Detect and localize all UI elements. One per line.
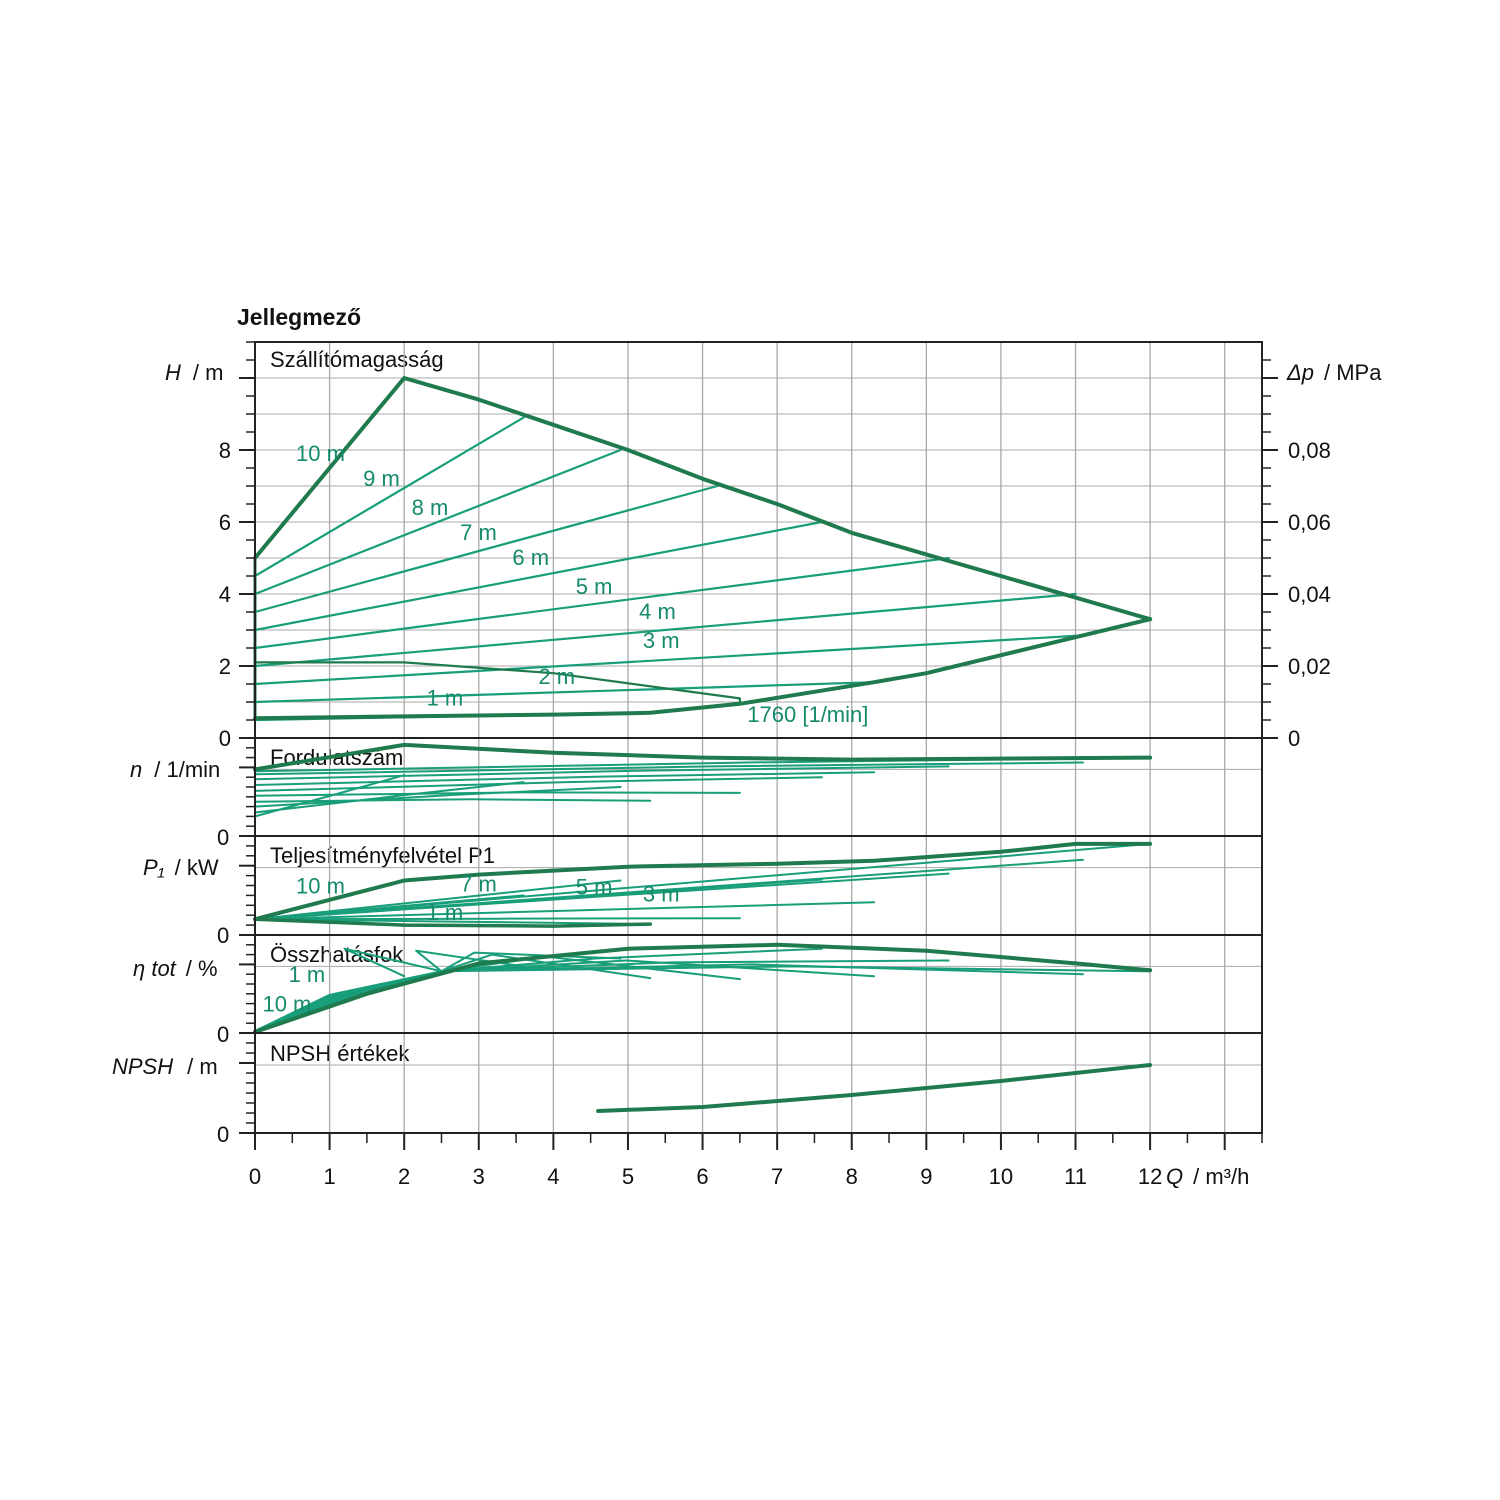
x-tick-label: 0 bbox=[249, 1164, 261, 1189]
chart-title: Jellegmező bbox=[237, 304, 361, 330]
head-curve-label: 2 m bbox=[538, 664, 575, 689]
curve-labels: 10 m 9 m 8 m 7 m 6 m 5 m 4 m 3 m 2 m 1 m 1760 [1/m… bbox=[262, 441, 868, 1017]
head-curve-label: 3 m bbox=[643, 628, 680, 653]
efficiency-curve-label: 1 m bbox=[289, 962, 326, 987]
speed-line bbox=[254, 776, 823, 792]
head-line bbox=[253, 556, 950, 650]
curves bbox=[253, 376, 1153, 1113]
speed-curve bbox=[253, 661, 741, 705]
speed-line bbox=[254, 798, 652, 803]
speed-line bbox=[254, 774, 406, 818]
power-line bbox=[254, 908, 406, 921]
efficiency-envelope bbox=[253, 942, 1153, 1034]
npsh-panel-title: NPSH értékek bbox=[270, 1041, 410, 1066]
x-tick-label: 8 bbox=[846, 1164, 858, 1189]
x-tick-label: 5 bbox=[622, 1164, 634, 1189]
right-tick-label: 0,08 bbox=[1288, 438, 1331, 463]
right-tick-label: 0,06 bbox=[1288, 510, 1331, 535]
x-tick-label: 11 bbox=[1064, 1164, 1087, 1189]
x-tick-label: 4 bbox=[547, 1164, 559, 1189]
npsh-zero-label: 0 bbox=[217, 1122, 229, 1147]
speed-line bbox=[254, 761, 1084, 776]
power-axis-label: P₁ / kW bbox=[143, 855, 219, 880]
speed-zero-label: 0 bbox=[217, 825, 229, 850]
head-panel-title: Szállítómagasság bbox=[270, 347, 444, 372]
power-zero-label: 0 bbox=[217, 923, 229, 948]
x-tick-label: 9 bbox=[920, 1164, 932, 1189]
head-curve-label: 5 m bbox=[576, 574, 613, 599]
efficiency-line bbox=[254, 947, 443, 1032]
right-tick-label: 0 bbox=[1288, 726, 1300, 751]
y-tick-label: 8 bbox=[219, 438, 231, 463]
head-curve-label: 1 m bbox=[427, 686, 464, 711]
head-axis-label: H / m bbox=[165, 360, 223, 385]
head-line bbox=[253, 484, 719, 614]
right-tick-label: 0,04 bbox=[1288, 582, 1331, 607]
head-curve-label: 8 m bbox=[412, 495, 449, 520]
head-curve-label: 6 m bbox=[512, 545, 549, 570]
speed-axis-label: n/ 1/min bbox=[130, 757, 220, 782]
power-envelope bbox=[253, 841, 1153, 922]
x-axis-label: Q / m³/h bbox=[1166, 1164, 1249, 1189]
head-curve-label: 10 m bbox=[296, 441, 345, 466]
y-tick-label: 4 bbox=[219, 582, 231, 607]
x-tick-label: 7 bbox=[771, 1164, 783, 1189]
power-line bbox=[254, 918, 652, 926]
efficiency-panel-title: Összhatásfok bbox=[270, 942, 404, 967]
power-envelope-min bbox=[253, 917, 653, 928]
speed-line bbox=[254, 786, 622, 808]
head-curve-label: 9 m bbox=[363, 466, 400, 491]
head-line bbox=[253, 520, 823, 632]
efficiency-axis-label: η tot / % bbox=[133, 956, 218, 981]
head-curve-label: 1760 [1/min] bbox=[747, 702, 868, 727]
power-curve-label: 10 m bbox=[296, 873, 345, 898]
x-tick-label: 2 bbox=[398, 1164, 410, 1189]
power-curve-label: 1 m bbox=[427, 900, 464, 925]
head-line bbox=[253, 592, 1077, 668]
y-tick-label: 6 bbox=[219, 510, 231, 535]
pressure-axis-label: Δp / MPa bbox=[1286, 360, 1382, 385]
head-curve-label: 4 m bbox=[639, 599, 676, 624]
efficiency-curve-label: 10 m bbox=[262, 991, 311, 1016]
power-panel-title: Teljesítményfelvétel P1 bbox=[270, 843, 495, 868]
npsh-axis-label: NPSH / m bbox=[112, 1054, 218, 1079]
head-line bbox=[253, 416, 525, 578]
speed-line bbox=[254, 781, 525, 814]
speed-envelope bbox=[253, 742, 1153, 772]
head-curve-label: 7 m bbox=[460, 520, 497, 545]
power-line bbox=[254, 879, 622, 921]
x-tick-label: 3 bbox=[473, 1164, 485, 1189]
x-tick-label: 12 bbox=[1138, 1164, 1162, 1189]
power-line bbox=[254, 917, 741, 921]
y-tick-label: 2 bbox=[219, 654, 231, 679]
y-tick-label: 0 bbox=[219, 726, 231, 751]
speed-line bbox=[254, 771, 876, 786]
head-line bbox=[253, 448, 622, 596]
npsh-curve bbox=[596, 1063, 1153, 1113]
x-tick-label: 1 bbox=[323, 1164, 335, 1189]
frame bbox=[239, 341, 1278, 1150]
right-tick-label: 0,02 bbox=[1288, 654, 1331, 679]
power-line bbox=[254, 901, 876, 921]
head-line bbox=[253, 634, 1085, 686]
power-curve-label: 7 m bbox=[460, 871, 497, 896]
x-tick-label: 6 bbox=[696, 1164, 708, 1189]
head-line bbox=[253, 681, 876, 704]
speed-line bbox=[254, 765, 950, 781]
power-curve-label: 3 m bbox=[643, 881, 680, 906]
x-tick-label: 10 bbox=[989, 1164, 1013, 1189]
efficiency-zero-label: 0 bbox=[217, 1022, 229, 1047]
head-envelope-max bbox=[253, 376, 1153, 622]
efficiency-line bbox=[254, 963, 1084, 1032]
power-curve-label: 5 m bbox=[576, 874, 613, 899]
